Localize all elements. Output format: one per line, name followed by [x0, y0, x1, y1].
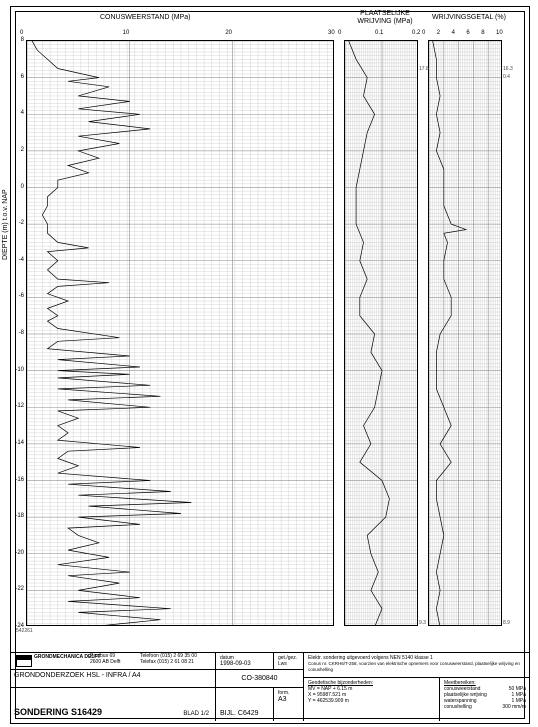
- y-tick: -14: [15, 440, 24, 446]
- y-tick: -4: [19, 257, 24, 263]
- sondering-title: SONDERING S16429: [14, 707, 102, 717]
- bijl-label: BIJL. C6429: [220, 710, 259, 717]
- y-tick: -12: [15, 403, 24, 409]
- side-marker: 8.9: [503, 620, 510, 626]
- x-tick: 4: [452, 30, 455, 36]
- side-marker: 16.3: [503, 66, 513, 72]
- project-title: GRONDONDERZOEK HSL - INFRA / A4: [14, 672, 141, 679]
- blad-label: BLAD 1/2: [183, 711, 209, 717]
- x-tick: 20: [225, 30, 232, 36]
- logo-icon: [16, 655, 32, 667]
- cone-title: CONUSWEERSTAND (MPa): [100, 14, 190, 21]
- y-tick: -8: [19, 330, 24, 336]
- y-tick: -22: [15, 586, 24, 592]
- meet-4v: 300 mm/m: [502, 704, 526, 710]
- x-tick: 2: [437, 30, 440, 36]
- meet-4: conushelling: [444, 704, 472, 710]
- y-tick: -2: [19, 220, 24, 226]
- right-line2: Conus nr. CKRH6/T-258, voorzien van elek…: [308, 661, 520, 672]
- footer: GRONDMECHANICA DELFT Postbus 69 2600 AB …: [10, 652, 530, 721]
- ratio-panel: [428, 40, 502, 626]
- side-marker: 9.3: [419, 620, 426, 626]
- ratio-title: WRIJVINGSGETAL (%): [432, 14, 506, 21]
- side-marker: 17.8: [419, 66, 429, 72]
- friction-panel: [344, 40, 418, 626]
- y-tick: 0: [21, 184, 24, 190]
- y-tick: -16: [15, 477, 24, 483]
- friction-title: PLAATSELIJKE WRIJVING (MPa): [348, 10, 422, 25]
- x-tick: 10: [496, 30, 503, 36]
- y-tick: -24: [15, 623, 24, 629]
- geod-y: Y = 462539.909 m: [308, 698, 435, 704]
- x-tick: 0: [338, 30, 341, 36]
- y-tick: -20: [15, 550, 24, 556]
- co-label: CO-380840: [241, 675, 277, 682]
- x-tick: 0: [20, 30, 23, 36]
- x-tick: 0.2: [412, 30, 420, 36]
- y-tick: -10: [15, 367, 24, 373]
- x-tick: 30: [328, 30, 335, 36]
- org-tel: Telefoon (015) 2 69 35 00 Telefax (015) …: [140, 653, 197, 665]
- y-tick: 4: [21, 110, 24, 116]
- y-axis-label: DIEPTE (m) t.o.v. NAP: [2, 189, 9, 260]
- date-value: 1998-09-03: [220, 661, 251, 667]
- side-marker: 0.4: [503, 74, 510, 80]
- x-tick: 0.1: [375, 30, 383, 36]
- org-addr: Postbus 69 2600 AB Delft: [90, 653, 121, 665]
- y-tick: -18: [15, 513, 24, 519]
- y-tick: -6: [19, 293, 24, 299]
- y-tick: 2: [21, 147, 24, 153]
- x-tick: 8: [481, 30, 484, 36]
- y-tick: 8: [21, 37, 24, 43]
- y-tick: 6: [21, 74, 24, 80]
- x-tick: 6: [466, 30, 469, 36]
- format-value: A3: [278, 696, 287, 703]
- getgez-value: Lws: [278, 661, 287, 667]
- x-tick: 0: [422, 30, 425, 36]
- cone-panel: [26, 40, 334, 626]
- x-tick: 10: [123, 30, 130, 36]
